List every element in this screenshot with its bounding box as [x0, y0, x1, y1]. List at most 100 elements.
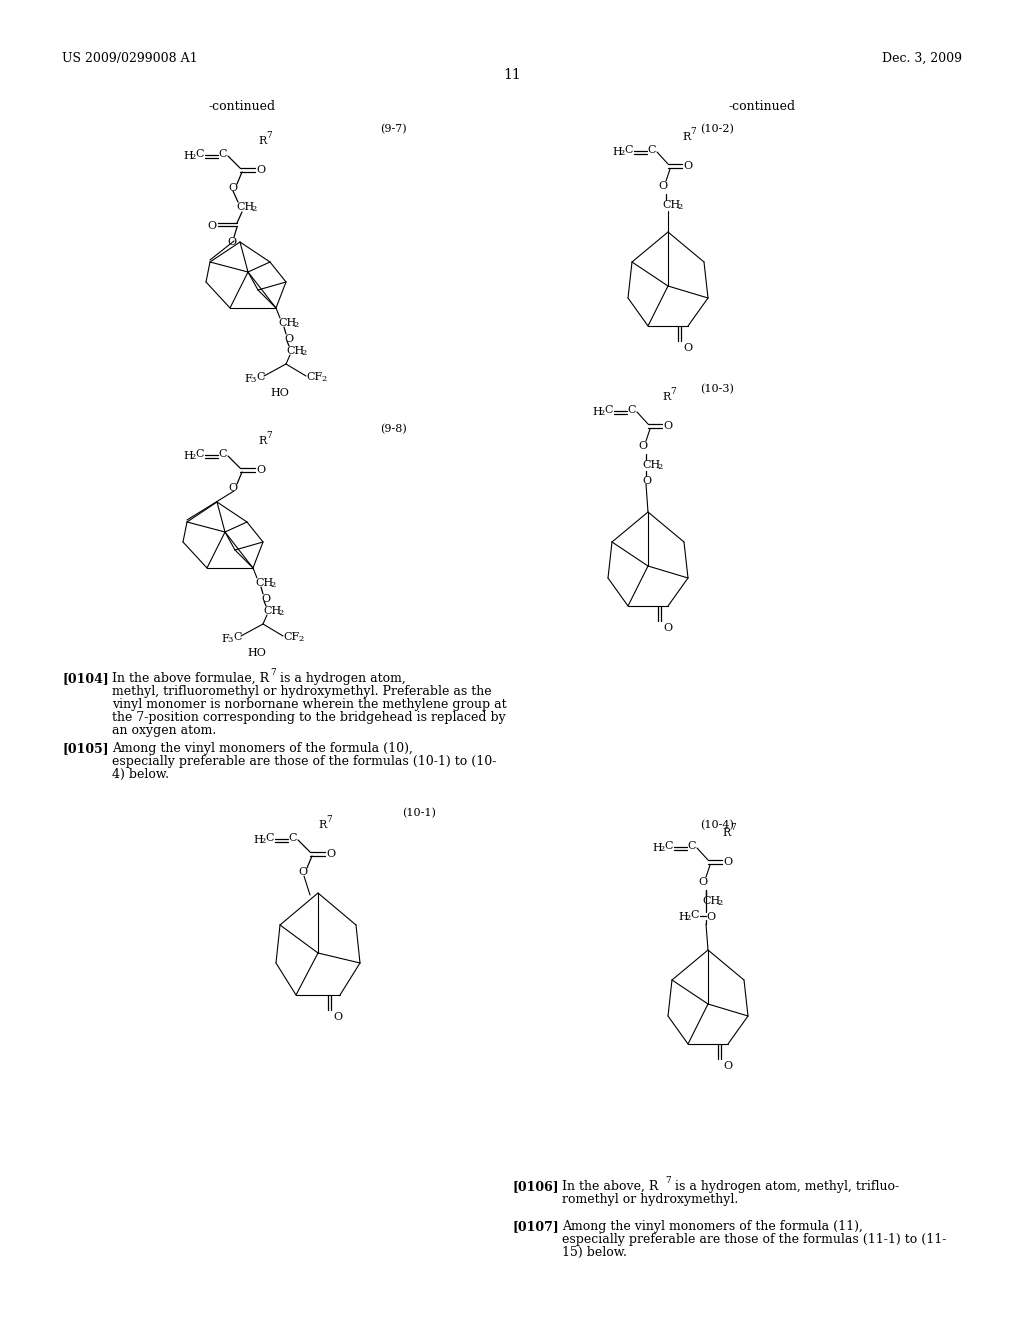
Text: H: H: [652, 843, 662, 853]
Text: an oxygen atom.: an oxygen atom.: [112, 723, 216, 737]
Text: 2: 2: [190, 453, 196, 461]
Text: H: H: [678, 912, 688, 921]
Text: CH: CH: [236, 202, 254, 213]
Text: H: H: [592, 407, 602, 417]
Text: 2: 2: [298, 635, 303, 643]
Text: C: C: [690, 909, 698, 920]
Text: 2: 2: [301, 348, 306, 356]
Text: 7: 7: [665, 1176, 671, 1185]
Text: C: C: [288, 833, 297, 843]
Text: C: C: [604, 405, 612, 414]
Text: R: R: [682, 132, 690, 143]
Text: H: H: [183, 451, 193, 461]
Text: US 2009/0299008 A1: US 2009/0299008 A1: [62, 51, 198, 65]
Text: CH: CH: [662, 201, 680, 210]
Text: 3: 3: [227, 636, 232, 644]
Text: O: O: [207, 220, 216, 231]
Text: O: O: [706, 912, 715, 921]
Text: O: O: [228, 183, 238, 193]
Text: CF: CF: [306, 372, 323, 381]
Text: 11: 11: [503, 69, 521, 82]
Text: romethyl or hydroxymethyl.: romethyl or hydroxymethyl.: [562, 1193, 738, 1206]
Text: C: C: [624, 145, 633, 154]
Text: HO: HO: [270, 388, 289, 399]
Text: O: O: [326, 849, 335, 859]
Text: O: O: [256, 165, 265, 176]
Text: 2: 2: [685, 913, 690, 921]
Text: F: F: [221, 634, 228, 644]
Text: C: C: [195, 449, 204, 459]
Text: O: O: [683, 343, 692, 352]
Text: 2: 2: [260, 837, 265, 845]
Text: [0105]: [0105]: [62, 742, 109, 755]
Text: 15) below.: 15) below.: [562, 1246, 627, 1259]
Text: R: R: [258, 436, 266, 446]
Text: vinyl monomer is norbornane wherein the methylene group at: vinyl monomer is norbornane wherein the …: [112, 698, 507, 711]
Text: 2: 2: [717, 899, 722, 907]
Text: 2: 2: [657, 463, 663, 471]
Text: (10-3): (10-3): [700, 384, 734, 395]
Text: R: R: [318, 820, 327, 830]
Text: Among the vinyl monomers of the formula (10),: Among the vinyl monomers of the formula …: [112, 742, 413, 755]
Text: O: O: [261, 594, 270, 605]
Text: C: C: [687, 841, 695, 851]
Text: O: O: [698, 876, 708, 887]
Text: 3: 3: [250, 376, 255, 384]
Text: -continued: -continued: [209, 100, 275, 114]
Text: CH: CH: [255, 578, 273, 587]
Text: C: C: [218, 149, 226, 158]
Text: O: O: [658, 181, 667, 191]
Text: 2: 2: [599, 409, 604, 417]
Text: In the above, R: In the above, R: [562, 1180, 658, 1193]
Text: O: O: [723, 1061, 732, 1071]
Text: (9-7): (9-7): [380, 124, 407, 135]
Text: [0106]: [0106]: [512, 1180, 559, 1193]
Text: the 7-position corresponding to the bridgehead is replaced by: the 7-position corresponding to the brid…: [112, 711, 506, 723]
Text: C: C: [195, 149, 204, 158]
Text: (10-2): (10-2): [700, 124, 734, 135]
Text: 4) below.: 4) below.: [112, 768, 169, 781]
Text: C: C: [664, 841, 673, 851]
Text: O: O: [663, 421, 672, 432]
Text: 2: 2: [190, 153, 196, 161]
Text: 7: 7: [266, 432, 271, 440]
Text: especially preferable are those of the formulas (11-1) to (11-: especially preferable are those of the f…: [562, 1233, 946, 1246]
Text: C: C: [647, 145, 655, 154]
Text: O: O: [663, 623, 672, 634]
Text: O: O: [227, 238, 237, 247]
Text: C: C: [256, 372, 264, 381]
Text: F: F: [244, 374, 252, 384]
Text: O: O: [228, 483, 238, 492]
Text: 2: 2: [278, 609, 284, 616]
Text: 2: 2: [321, 375, 327, 383]
Text: R: R: [722, 828, 730, 838]
Text: R: R: [258, 136, 266, 147]
Text: -continued: -continued: [728, 100, 796, 114]
Text: O: O: [723, 857, 732, 867]
Text: R: R: [662, 392, 671, 403]
Text: CH: CH: [642, 459, 660, 470]
Text: 2: 2: [659, 845, 665, 853]
Text: [0104]: [0104]: [62, 672, 109, 685]
Text: CF: CF: [283, 632, 299, 642]
Text: 7: 7: [730, 822, 736, 832]
Text: 2: 2: [618, 149, 625, 157]
Text: HO: HO: [247, 648, 266, 657]
Text: 7: 7: [266, 131, 271, 140]
Text: 2: 2: [293, 321, 298, 329]
Text: (10-1): (10-1): [402, 808, 436, 818]
Text: methyl, trifluoromethyl or hydroxymethyl. Preferable as the: methyl, trifluoromethyl or hydroxymethyl…: [112, 685, 492, 698]
Text: CH: CH: [263, 606, 282, 616]
Text: Dec. 3, 2009: Dec. 3, 2009: [882, 51, 962, 65]
Text: O: O: [642, 477, 651, 486]
Text: 7: 7: [690, 127, 695, 136]
Text: H: H: [253, 836, 263, 845]
Text: CH: CH: [702, 896, 720, 906]
Text: especially preferable are those of the formulas (10-1) to (10-: especially preferable are those of the f…: [112, 755, 497, 768]
Text: In the above formulae, R: In the above formulae, R: [112, 672, 269, 685]
Text: is a hydrogen atom, methyl, trifluo-: is a hydrogen atom, methyl, trifluo-: [671, 1180, 899, 1193]
Text: 7: 7: [326, 814, 332, 824]
Text: CH: CH: [278, 318, 296, 327]
Text: C: C: [218, 449, 226, 459]
Text: O: O: [638, 441, 647, 451]
